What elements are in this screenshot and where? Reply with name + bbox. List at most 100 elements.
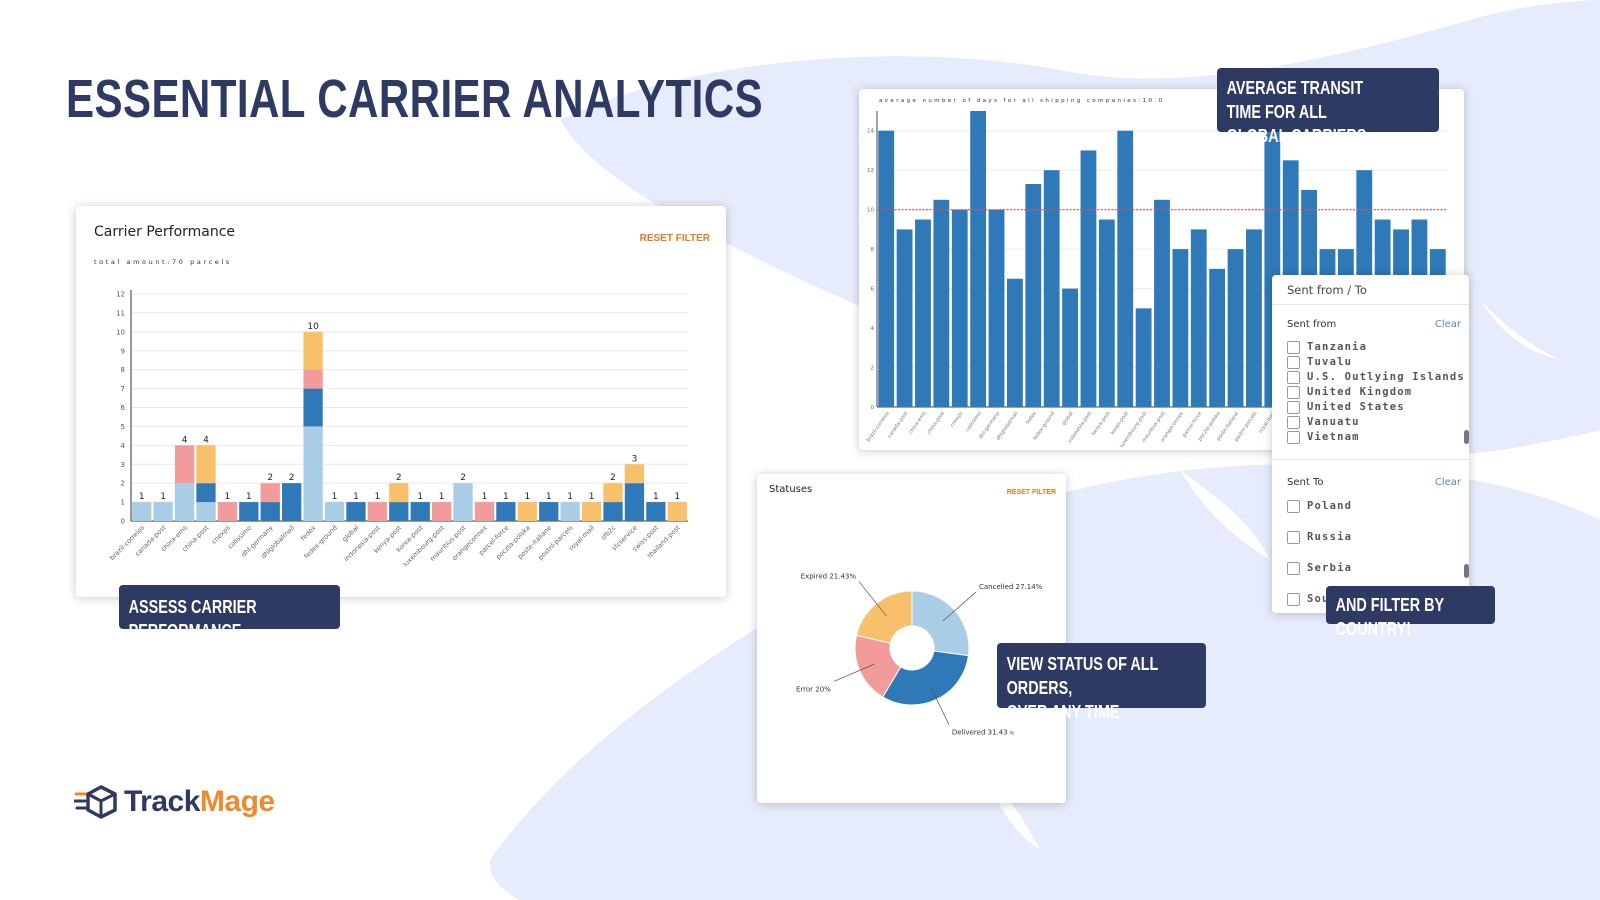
- filter-divider: [1272, 304, 1469, 305]
- checkbox[interactable]: [1287, 340, 1300, 354]
- bar: [970, 111, 987, 407]
- slice-label: Delivered 31.43%: [952, 729, 1015, 737]
- statuses-donut-chart: Cancelled 27.14% Delivered 31.43% Error 20…: [796, 573, 1043, 737]
- checkbox[interactable]: [1287, 499, 1300, 513]
- data-label: 1: [524, 492, 530, 502]
- bar-segment: [624, 464, 645, 484]
- sent-from-option[interactable]: Tuvalu: [1287, 355, 1352, 369]
- data-label: 1: [567, 492, 573, 502]
- country-filter-panel: Sent from / To Sent from Clear Tanzania …: [1272, 275, 1469, 613]
- data-label: 2: [396, 473, 402, 483]
- bar-segment: [324, 502, 345, 521]
- bar-segment: [603, 502, 623, 521]
- bar: [933, 199, 950, 407]
- sent-from-label: Sent from: [1287, 319, 1337, 330]
- carrier-performance-card: 0 1 2 3 4 5 6 7 8 9 10 11 12 1 brazil-correios 1 canada-…: [76, 206, 726, 597]
- bar: [1062, 288, 1078, 407]
- sent-from-option[interactable]: U.S. Outlying Islands: [1287, 370, 1465, 384]
- data-label: 2: [610, 473, 616, 483]
- data-label: 3: [632, 454, 638, 464]
- data-label: 1: [439, 492, 445, 502]
- sent-from-option[interactable]: United Kingdom: [1287, 385, 1412, 399]
- x-tick-label: fedex: [1025, 411, 1038, 426]
- statuses-card: Cancelled 27.14% Delivered 31.43% Error 20…: [757, 474, 1066, 803]
- carrier-performance-chart: 01234567891011121brazil-correios1canada-…: [108, 290, 688, 568]
- callout-transit-time: AVERAGE TRANSIT TIME FOR ALL GLOBAL CARR…: [1217, 68, 1439, 146]
- slice-leader-line: [833, 663, 875, 682]
- checkbox[interactable]: [1287, 592, 1300, 606]
- donut-slice: [911, 590, 970, 657]
- checkbox[interactable]: [1287, 370, 1300, 384]
- checkbox[interactable]: [1287, 385, 1300, 399]
- checkbox[interactable]: [1287, 530, 1300, 544]
- x-tick-label: global: [1061, 411, 1075, 427]
- sent-from-option[interactable]: Vanuatu: [1287, 415, 1360, 429]
- transit-time-subtitle: average number of days for all shipping …: [879, 98, 1165, 104]
- data-label: 4: [203, 435, 209, 445]
- bar-segment: [624, 483, 645, 521]
- slice-label: Error 20%: [796, 685, 831, 693]
- checkbox[interactable]: [1287, 400, 1300, 414]
- x-tick-label: brazil-correios: [866, 410, 891, 443]
- checkbox[interactable]: [1287, 355, 1300, 369]
- sent-to-option[interactable]: Sou: [1287, 592, 1330, 606]
- sent-to-option[interactable]: Russia: [1287, 530, 1352, 544]
- statuses-reset-filter-button[interactable]: RESET FILTER: [1006, 489, 1056, 496]
- bar-segment: [196, 483, 216, 503]
- bar-segment: [174, 483, 195, 521]
- bar: [915, 219, 931, 407]
- y-tick-label: 8: [121, 366, 125, 374]
- checkbox[interactable]: [1287, 561, 1300, 575]
- bar: [1209, 268, 1226, 407]
- data-label: 10: [307, 322, 319, 332]
- bar-segment: [667, 502, 687, 521]
- bar: [1246, 229, 1262, 407]
- checkbox[interactable]: [1287, 415, 1300, 429]
- sent-from-option[interactable]: United States: [1287, 400, 1405, 414]
- x-tick-label: cnexps: [949, 410, 964, 428]
- donut-slice: [882, 650, 970, 706]
- bar: [1098, 219, 1115, 407]
- y-tick-label: 3: [121, 461, 125, 469]
- carrier-performance-title: Carrier Performance: [94, 224, 236, 240]
- bar: [1154, 199, 1170, 407]
- x-tick-label: china-ems: [908, 410, 928, 435]
- data-label: 1: [503, 492, 509, 502]
- sent-from-option[interactable]: Tanzania: [1287, 340, 1367, 354]
- slice-label: Expired 21.43%: [801, 573, 857, 581]
- trackmage-logo: Track Mage: [74, 782, 275, 822]
- sent-from-option[interactable]: Vietnam: [1287, 430, 1360, 444]
- bar: [1135, 308, 1152, 407]
- slice-leader-line: [929, 684, 950, 725]
- bar-segment: [560, 502, 580, 521]
- sent-from-clear-button[interactable]: Clear: [1434, 319, 1461, 330]
- bar-segment: [153, 502, 173, 521]
- bar-segment: [174, 445, 195, 484]
- slice-label: Cancelled 27.14%: [979, 583, 1043, 591]
- data-label: 1: [482, 492, 488, 502]
- statuses-title: Statuses: [769, 484, 813, 495]
- bar-segment: [474, 502, 495, 521]
- x-tick-label: korea-post: [1110, 411, 1130, 436]
- y-tick-label: 14: [867, 129, 874, 135]
- data-label: 1: [139, 492, 145, 502]
- bar-segment: [389, 483, 409, 503]
- sent-to-clear-button[interactable]: Clear: [1434, 477, 1461, 488]
- y-tick-label: 2: [121, 480, 125, 488]
- sent-to-scrollbar[interactable]: [1464, 564, 1469, 578]
- bar: [878, 130, 895, 407]
- bar-segment: [303, 388, 323, 427]
- reset-filter-button[interactable]: RESET FILTER: [639, 233, 710, 244]
- data-label: 1: [546, 492, 552, 502]
- x-tick-label: china-post: [926, 411, 946, 436]
- sent-to-option[interactable]: Poland: [1287, 499, 1352, 513]
- bar-segment: [196, 502, 216, 521]
- checkbox[interactable]: [1287, 430, 1300, 444]
- bar-segment: [389, 502, 409, 521]
- y-tick-label: 0: [871, 405, 875, 411]
- sent-to-option[interactable]: Serbia: [1287, 561, 1352, 575]
- callout-order-status: VIEW STATUS OF ALL ORDERS, OVER ANY TIME…: [997, 643, 1206, 746]
- data-label: 1: [353, 492, 359, 502]
- x-tick-label: colissimo: [965, 411, 983, 433]
- sent-from-scrollbar[interactable]: [1464, 430, 1469, 444]
